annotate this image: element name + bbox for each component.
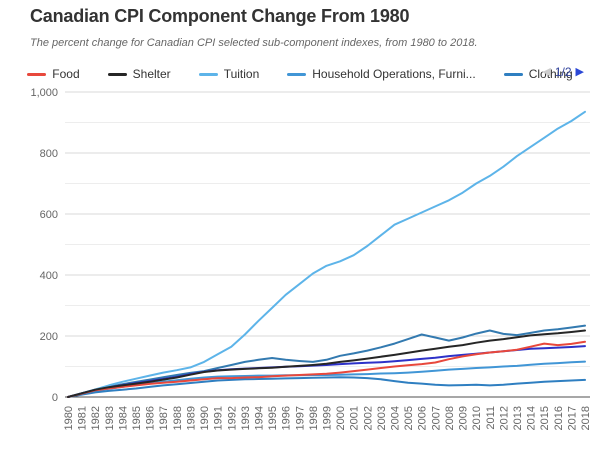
x-tick-label: 1999 [322,406,334,430]
chart-subtitle: The percent change for Canadian CPI sele… [30,37,478,49]
x-tick-label: 1994 [253,406,265,430]
series-line-unlabeled-6[interactable] [67,345,586,398]
legend-swatch-icon [107,72,127,76]
x-tick-label: 2014 [526,406,538,430]
legend: Food Shelter Tuition Household Operations, … [27,63,573,85]
legend-swatch-icon [503,72,523,76]
x-tick-label: 1990 [199,406,211,430]
legend-item-tuition[interactable]: Tuition [198,67,260,81]
x-tick-label: 1984 [117,406,129,430]
x-tick-label: 2018 [580,406,592,430]
legend-item-label: Household Operations, Furni... [312,67,476,81]
series-line-clothing[interactable] [67,376,586,398]
y-tick-label: 200 [40,331,58,343]
legend-prev-arrow-icon[interactable]: ◀ [542,65,551,78]
x-tick-label: 1980 [63,406,75,430]
x-tick-label: 2013 [512,406,524,430]
x-tick-label: 1996 [281,406,293,430]
legend-item-household-operations-furni[interactable]: Household Operations, Furni... [287,67,476,81]
x-tick-label: 2015 [539,406,551,430]
x-tick-label: 2012 [498,406,510,430]
x-tick-label: 1992 [226,406,238,430]
x-tick-label: 1989 [185,406,197,430]
series-line-tuition[interactable] [67,110,586,398]
y-tick-label: 0 [52,392,58,404]
x-tick-label: 2010 [471,406,483,430]
legend-item-shelter[interactable]: Shelter [107,67,171,81]
series-line-unlabeled-5[interactable] [67,324,586,398]
x-tick-label: 2008 [444,406,456,430]
x-tick-label: 2016 [553,406,565,430]
legend-item-label: Shelter [132,67,171,81]
y-tick-label: 600 [40,209,58,221]
x-tick-label: 2009 [458,406,470,430]
chart-title: Canadian CPI Component Change From 1980 [30,6,410,26]
x-tick-label: 2001 [349,406,361,430]
x-tick-label: 2000 [335,406,347,430]
legend-item-label: Clothing [528,67,573,81]
x-tick-label: 1983 [104,406,116,430]
x-tick-label: 1998 [308,406,320,430]
x-tick-label: 1991 [213,406,225,430]
legend-item-food[interactable]: Food [27,67,80,81]
x-tick-label: 2007 [430,406,442,430]
x-tick-label: 2003 [376,406,388,430]
legend-page-indicator: 1/2 [554,65,572,79]
legend-pagination: ◀ 1/2 ▶ [542,65,584,79]
series-line-shelter[interactable] [67,329,586,398]
x-tick-label: 2017 [566,406,578,430]
x-tick-label: 1988 [172,406,184,430]
x-tick-label: 1985 [131,406,143,430]
x-tick-label: 1993 [240,406,252,430]
x-tick-label: 1982 [90,406,102,430]
legend-next-arrow-icon[interactable]: ▶ [575,65,584,78]
x-tick-label: 2006 [417,406,429,430]
x-tick-label: 2011 [485,406,497,430]
x-tick-label: 1995 [267,406,279,430]
legend-item-clothing[interactable]: Clothing [503,67,573,81]
legend-swatch-icon [287,72,307,76]
legend-swatch-icon [27,72,47,76]
x-tick-label: 1987 [158,406,170,430]
x-tick-label: 1997 [294,406,306,430]
legend-item-label: Food [52,67,80,81]
y-tick-label: 1,000 [30,87,58,99]
series-line-food[interactable] [67,340,586,398]
x-tick-label: 1986 [145,406,157,430]
legend-item-label: Tuition [223,67,260,81]
y-tick-label: 800 [40,148,58,160]
y-tick-label: 400 [40,270,58,282]
legend-swatch-icon [198,72,218,76]
x-tick-label: 2004 [390,406,402,430]
x-tick-label: 1981 [77,406,89,430]
x-tick-label: 2005 [403,406,415,430]
x-tick-label: 2002 [362,406,374,430]
